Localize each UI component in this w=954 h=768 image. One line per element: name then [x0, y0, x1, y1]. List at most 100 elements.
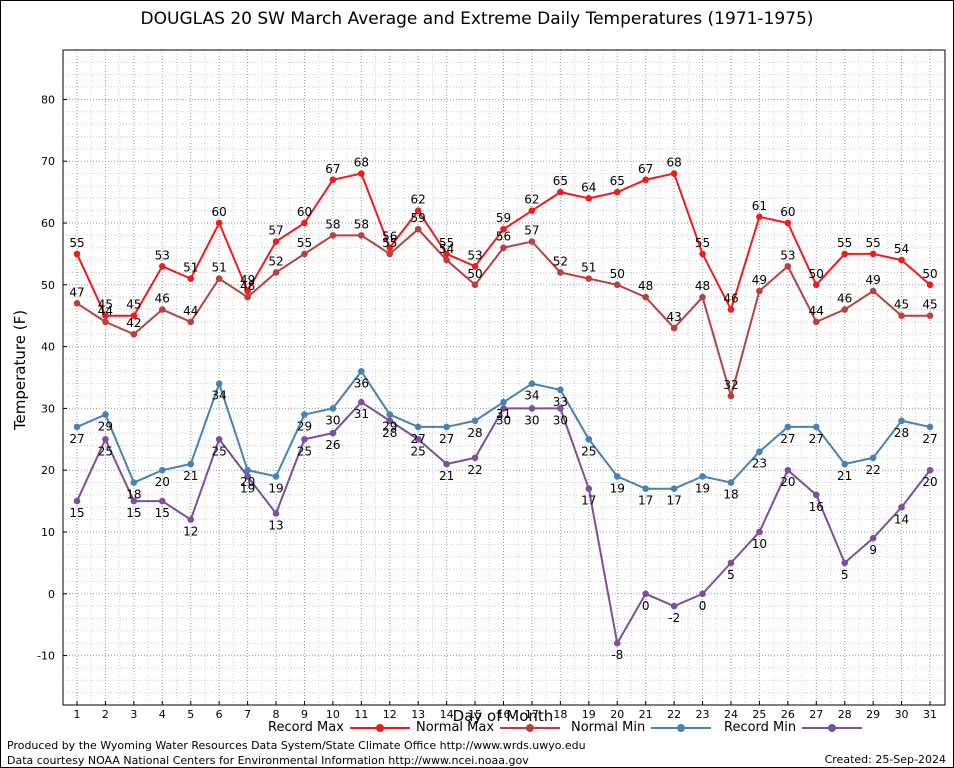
data-label-record-min: 25 [411, 444, 426, 458]
data-point-record-max [841, 250, 848, 258]
x-tick-label: 5 [187, 708, 194, 721]
x-tick-label: 3 [130, 708, 137, 721]
data-label-normal-max: 52 [268, 254, 283, 268]
legend-line-icon [349, 723, 410, 732]
data-label-normal-min: 30 [325, 413, 340, 427]
data-point-normal-max [244, 293, 251, 301]
data-label-normal-min: 28 [894, 426, 909, 440]
data-point-record-max [244, 287, 251, 295]
data-point-record-max [642, 176, 649, 184]
data-point-record-min [329, 429, 337, 437]
legend-item-record-max: Record Max [268, 720, 410, 735]
data-label-normal-max: 44 [98, 304, 113, 318]
data-point-record-min [215, 435, 223, 443]
y-tick-label: 10 [41, 526, 55, 539]
footer-credits: Produced by the Wyoming Water Resources … [7, 738, 586, 768]
data-point-record-min [272, 510, 280, 517]
data-point-record-min [699, 590, 706, 598]
data-label-normal-max: 47 [69, 285, 84, 299]
data-point-normal-min [159, 466, 166, 474]
data-label-record-min: 22 [467, 463, 482, 477]
data-label-record-min: 20 [922, 475, 937, 489]
data-point-record-min [784, 466, 792, 474]
data-label-record-max: 50 [809, 267, 824, 281]
data-label-normal-min: 19 [610, 481, 625, 495]
data-label-normal-max: 48 [638, 279, 653, 293]
data-label-record-min: 15 [69, 506, 84, 520]
data-point-normal-min [102, 411, 109, 418]
data-label-normal-min: 31 [496, 407, 511, 421]
data-label-normal-max: 59 [411, 211, 426, 225]
data-label-normal-max: 57 [524, 224, 539, 238]
data-label-record-max: 65 [610, 174, 625, 188]
data-label-record-max: 60 [212, 205, 227, 219]
data-point-normal-max [73, 300, 81, 307]
data-point-normal-max [471, 281, 479, 289]
data-label-record-max: 53 [155, 248, 170, 262]
data-point-record-max [784, 219, 792, 227]
data-label-normal-min: 27 [780, 432, 795, 446]
data-point-record-min [358, 398, 365, 406]
data-point-record-max [414, 207, 422, 214]
data-point-normal-max [414, 225, 422, 233]
data-point-normal-max [130, 330, 138, 338]
legend-line-icon [651, 723, 712, 732]
data-point-record-min [386, 417, 394, 425]
data-label-normal-min: 17 [666, 494, 681, 508]
data-point-normal-max [443, 256, 450, 264]
data-label-record-max: 55 [439, 236, 454, 250]
data-label-normal-max: 49 [865, 273, 880, 287]
data-point-record-max [159, 262, 166, 270]
data-label-record-min: 0 [699, 599, 707, 613]
y-tick-label: 0 [48, 588, 55, 601]
data-label-normal-max: 53 [780, 248, 795, 262]
legend-label: Normal Min [571, 720, 646, 735]
data-label-normal-max: 51 [212, 261, 227, 275]
data-point-normal-max [784, 262, 792, 270]
data-point-record-max [727, 306, 735, 313]
x-tick-label: 17 [525, 708, 539, 721]
data-label-record-min: 15 [155, 506, 170, 520]
x-tick-label: 31 [923, 708, 937, 721]
data-label-record-min: 25 [98, 444, 113, 458]
data-label-record-max: 65 [553, 174, 568, 188]
x-tick-label: 8 [273, 708, 280, 721]
data-point-record-max [471, 262, 479, 270]
data-point-normal-max [841, 306, 848, 313]
data-point-record-max [812, 281, 820, 289]
y-tick-label: 70 [41, 155, 55, 168]
data-point-record-max [443, 250, 450, 258]
legend-label: Record Min [724, 720, 797, 735]
data-point-normal-min [329, 405, 337, 412]
data-label-normal-min: 18 [126, 488, 141, 502]
data-label-record-max: 59 [496, 211, 511, 225]
data-point-normal-min [500, 398, 507, 406]
data-point-normal-max [869, 287, 877, 295]
legend-label: Normal Max [416, 720, 495, 735]
data-label-record-min: -2 [668, 611, 680, 625]
data-label-record-max: 51 [183, 261, 198, 275]
data-label-normal-max: 48 [240, 279, 255, 293]
data-label-record-max: 54 [894, 242, 909, 256]
data-label-record-min: 30 [553, 413, 568, 427]
series [73, 170, 934, 647]
data-label-record-max: 50 [922, 267, 937, 281]
data-point-record-min [187, 516, 195, 523]
data-point-normal-min [898, 417, 905, 425]
data-point-record-max [102, 312, 109, 320]
x-tick-label: 20 [610, 708, 624, 721]
data-label-normal-min: 36 [354, 376, 369, 390]
x-tick-label: 22 [667, 708, 681, 721]
data-point-record-min [670, 602, 678, 610]
data-label-normal-max: 32 [723, 378, 738, 392]
legend: Record Max Normal Max Normal Min Record … [0, 720, 954, 738]
data-point-normal-min [926, 423, 934, 431]
data-label-normal-min: 21 [837, 469, 852, 483]
data-label-normal-max: 58 [325, 217, 340, 231]
data-point-normal-max [585, 275, 593, 282]
data-label-normal-max: 58 [354, 217, 369, 231]
data-point-normal-max [756, 287, 763, 295]
data-label-record-min: 28 [382, 426, 397, 440]
data-point-normal-max [102, 318, 109, 326]
